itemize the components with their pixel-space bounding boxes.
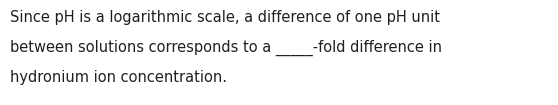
Text: Since pH is a logarithmic scale, a difference of one pH unit: Since pH is a logarithmic scale, a diffe… [10, 10, 440, 25]
Text: between solutions corresponds to a _____-fold difference in: between solutions corresponds to a _____… [10, 40, 442, 56]
Text: hydronium ion concentration.: hydronium ion concentration. [10, 70, 227, 85]
